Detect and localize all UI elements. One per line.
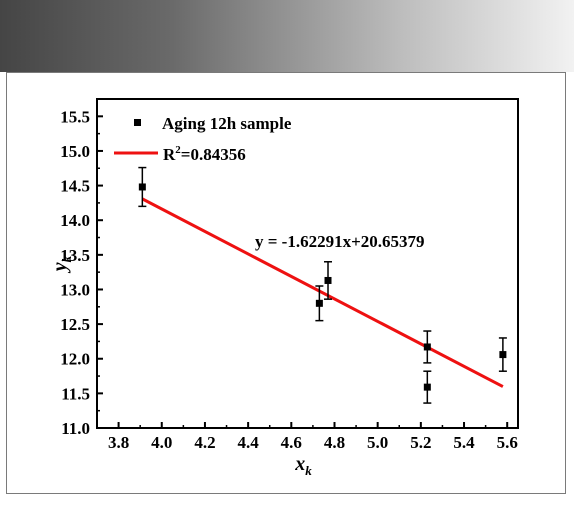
y-tick-label: 13.5	[60, 246, 90, 265]
data-point	[499, 351, 507, 359]
y-tick-label: 14.0	[60, 211, 90, 230]
figure-frame	[6, 72, 566, 494]
header-banner	[0, 0, 574, 72]
y-tick-label: 14.5	[60, 177, 90, 196]
data-point	[324, 276, 332, 284]
y-tick-label: 15.5	[60, 107, 90, 126]
data-point	[423, 383, 431, 391]
y-tick-label: 15.0	[60, 142, 90, 161]
x-tick-label: 4.2	[194, 433, 215, 452]
plot-area	[96, 98, 519, 429]
legend-label-r-squared: R2=0.84356	[163, 144, 246, 164]
x-tick-label: 5.6	[497, 433, 518, 452]
fit-line	[141, 197, 504, 388]
legend-label-aging-12h: Aging 12h sample	[162, 114, 292, 133]
y-tick-label: 12.5	[60, 315, 90, 334]
legend: Aging 12h sample R2=0.84356	[114, 114, 292, 164]
x-tick-label: 4.8	[324, 433, 345, 452]
x-tick-label: 5.0	[367, 433, 388, 452]
legend-marker-aging-12h	[134, 119, 141, 126]
y-axis-label: yk	[49, 255, 74, 273]
x-axis-label: xk	[294, 453, 312, 478]
x-tick-label: 5.2	[410, 433, 431, 452]
fit-layer	[141, 197, 504, 388]
ticks-layer: 3.8 4.0 4.2 4.4 4.6 4.8 5.0 5.2 5.4 5.6 11.0 11.5 12…	[60, 107, 518, 452]
y-tick-label: 11.0	[61, 419, 90, 438]
fit-equation: y = -1.62291x+20.65379	[255, 232, 425, 251]
data-point	[138, 183, 146, 191]
x-tick-label: 4.6	[281, 433, 302, 452]
data-point	[423, 343, 431, 351]
x-tick-label: 5.4	[453, 433, 475, 452]
data-point	[315, 299, 323, 307]
x-tick-label: 4.0	[151, 433, 172, 452]
y-tick-label: 11.5	[61, 384, 90, 403]
y-tick-label: 12.0	[60, 350, 90, 369]
points-layer	[138, 166, 507, 404]
x-tick-label: 3.8	[108, 433, 129, 452]
x-tick-label: 4.4	[238, 433, 260, 452]
y-tick-label: 13.0	[60, 280, 90, 299]
